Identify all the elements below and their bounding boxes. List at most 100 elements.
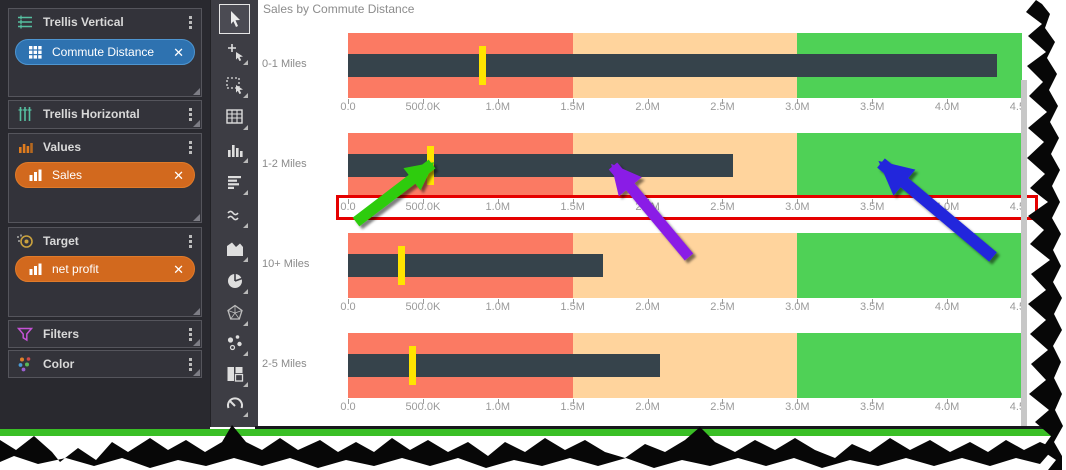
gauge-tool[interactable] — [219, 389, 250, 419]
kebab-menu-icon[interactable] — [187, 326, 194, 343]
field-pill-net-profit[interactable]: net profit ✕ — [15, 256, 195, 282]
axis-tick — [497, 99, 499, 104]
axis-tick-label: 0.0 — [340, 401, 356, 413]
treemap-tool[interactable] — [219, 359, 250, 389]
bar-chart-icon — [29, 263, 42, 275]
axis-tick — [872, 299, 874, 304]
qualitative-band — [572, 233, 798, 298]
axis-tick — [647, 299, 649, 304]
pill-label: net profit — [52, 262, 99, 276]
sales-bar[interactable] — [348, 354, 660, 377]
target-marker — [426, 146, 434, 185]
well-trellis-horizontal: Trellis Horizontal — [8, 100, 202, 129]
area-chart-tool[interactable] — [219, 234, 250, 264]
well-color-header[interactable]: Color — [9, 351, 201, 377]
target-marker — [398, 246, 406, 285]
well-target-header[interactable]: Target — [9, 228, 201, 254]
pie-chart-icon — [227, 273, 242, 288]
well-label: Trellis Horizontal — [43, 107, 140, 121]
qualitative-band — [797, 333, 1022, 398]
axis-tick-label: 2.5M — [710, 201, 735, 213]
well-target: Target net profit ✕ — [8, 227, 202, 317]
well-color: Color — [8, 350, 202, 378]
remove-field-icon[interactable]: ✕ — [173, 261, 184, 277]
axis-tick — [722, 199, 724, 204]
chart-canvas: Sales by Commute Distance 0-1 Miles 0.0 50… — [257, 0, 1023, 428]
kebab-menu-icon[interactable] — [187, 14, 194, 31]
radar-chart-tool[interactable] — [219, 298, 250, 328]
axis-tick — [947, 99, 949, 104]
axis-tick — [572, 399, 574, 404]
well-label: Values — [43, 140, 82, 154]
sales-bar[interactable] — [348, 54, 997, 77]
remove-field-icon[interactable]: ✕ — [173, 44, 184, 60]
field-pill-commute-distance[interactable]: Commute Distance ✕ — [15, 39, 195, 65]
well-trellis-horizontal-header[interactable]: Trellis Horizontal — [9, 101, 201, 127]
axis-tick-label: 3.0M — [785, 401, 810, 413]
table-icon — [225, 109, 243, 124]
axis-tick-label: 4.0M — [934, 201, 960, 213]
well-values-header[interactable]: Values — [9, 134, 201, 160]
axis-tick-label: 2.0M — [635, 401, 660, 413]
axis-tick — [497, 299, 499, 304]
axis-tick — [722, 99, 724, 104]
axis-tick-label: 1.0M — [485, 101, 510, 113]
remove-field-icon[interactable]: ✕ — [173, 167, 184, 183]
axis-tick — [797, 99, 799, 104]
field-pill-sales[interactable]: Sales ✕ — [15, 162, 195, 188]
axis-tick-label: 2.5M — [710, 101, 735, 113]
bar-lines-icon — [227, 176, 241, 189]
axis-tick — [872, 399, 874, 404]
well-filters-header[interactable]: Filters — [9, 321, 201, 347]
target-marker — [408, 346, 416, 385]
axis-tick-label: 2.0M — [635, 101, 660, 113]
kebab-menu-icon[interactable] — [187, 139, 194, 156]
sales-bar[interactable] — [348, 254, 603, 277]
axis-tick-label: 3.5M — [859, 401, 885, 413]
rectangle-select-tool[interactable] — [219, 70, 250, 100]
axis-tick-label: 4.0M — [934, 401, 960, 413]
axis-tick-label: 4.5M — [1009, 301, 1023, 313]
axis-tick — [572, 99, 574, 104]
table-tool[interactable] — [219, 102, 250, 132]
area-chart-icon — [226, 242, 243, 256]
axis-tick — [348, 99, 349, 104]
axis-tick-label: 4.0M — [934, 101, 960, 113]
axis-tick-label: 1.5M — [560, 201, 585, 213]
axis-tick — [348, 299, 349, 304]
axis-tick-label: 2.5M — [710, 401, 735, 413]
bar-lines-tool[interactable] — [219, 167, 250, 197]
kebab-menu-icon[interactable] — [187, 106, 194, 123]
pie-chart-tool[interactable] — [219, 266, 250, 296]
kebab-menu-icon[interactable] — [187, 356, 194, 373]
pointer-tool[interactable] — [219, 4, 250, 34]
line-chart-tool[interactable] — [219, 200, 250, 230]
well-filters: Filters — [8, 320, 202, 348]
add-point-tool[interactable] — [219, 37, 250, 67]
axis-tick — [497, 399, 499, 404]
funnel-icon — [16, 327, 34, 342]
well-trellis-vertical-header[interactable]: Trellis Vertical — [9, 9, 201, 35]
scatter-chart-tool[interactable] — [219, 328, 250, 358]
column-chart-tool[interactable] — [219, 135, 250, 165]
well-label: Color — [43, 357, 75, 371]
pill-label: Sales — [52, 168, 83, 182]
axis-tick — [722, 399, 724, 404]
axis-tick — [947, 399, 949, 404]
axis-tick-label: 0.0 — [340, 101, 356, 113]
column-bars-icon — [19, 143, 33, 153]
qualitative-band — [797, 133, 1022, 198]
axis-tick — [872, 99, 874, 104]
axis-tick — [647, 399, 649, 404]
axis-tick-label: 0.0 — [340, 201, 356, 213]
sales-bar[interactable] — [348, 154, 733, 177]
axis-tick — [797, 299, 799, 304]
column-chart-icon — [227, 145, 243, 157]
axis-tick — [422, 99, 424, 104]
axis-tick-label: 1.0M — [485, 401, 510, 413]
axis-tick — [422, 299, 424, 304]
axis-tick-label: 500.0K — [405, 401, 441, 413]
axis-tick — [947, 299, 949, 304]
kebab-menu-icon[interactable] — [187, 233, 194, 250]
axis-tick — [647, 99, 649, 104]
